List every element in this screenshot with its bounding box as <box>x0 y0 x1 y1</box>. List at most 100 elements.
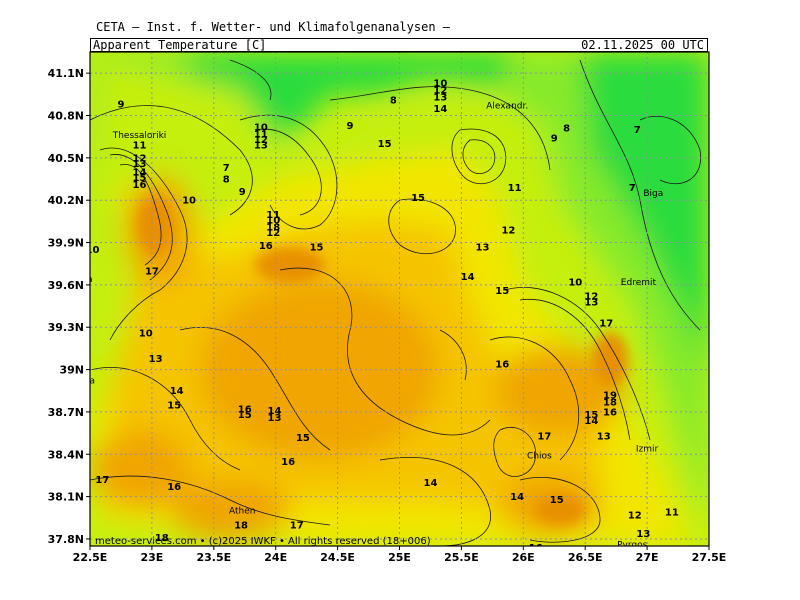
isotherm <box>329 86 551 171</box>
city-label: Lamia <box>68 377 95 387</box>
isotherm-label: 14 <box>423 478 437 489</box>
city-label: Thessaloriki <box>112 131 167 141</box>
isotherm-label: 12 <box>266 228 280 239</box>
lon-tick-label: 24E <box>264 551 287 564</box>
lat-tick-label: 38.1N <box>48 491 84 504</box>
isotherm-label: 10 <box>86 245 100 256</box>
isotherm-label: 10 <box>254 122 268 133</box>
isotherm-label: 14 <box>461 272 475 283</box>
isotherm-label: 7 <box>629 183 636 194</box>
lat-tick-label: 39N <box>59 364 84 377</box>
lat-tick-label: 40.2N <box>48 194 84 207</box>
isotherm-label: 18 <box>266 223 280 234</box>
city-label: Biga <box>643 189 663 199</box>
isotherm-label: 13 <box>268 413 282 424</box>
isotherm-label: 16 <box>281 457 295 468</box>
isotherm <box>239 114 338 230</box>
isotherm-label: 9 <box>551 134 558 145</box>
isotherm-label: 15 <box>238 410 252 421</box>
isotherm-label: 13 <box>133 159 147 170</box>
isotherm <box>229 59 272 101</box>
isotherm-label: 13 <box>597 431 611 442</box>
isotherm-label: 12 <box>433 86 447 97</box>
lon-tick-label: 23E <box>140 551 163 564</box>
isotherm-label: 15 <box>133 173 147 184</box>
isotherm <box>388 198 456 254</box>
isotherm-label: 13 <box>433 93 447 104</box>
map-field: Thessaloriki Alexandr. Biga Edremit Lamia Ath… <box>68 52 709 554</box>
isotherm <box>90 475 331 526</box>
lat-tick-label: 40.5N <box>48 152 84 165</box>
city-label: Chios <box>527 451 552 461</box>
lon-tick-label: 24.5E <box>320 551 355 564</box>
lat-tick-label: 40.8N <box>48 110 84 123</box>
isotherm <box>451 128 507 184</box>
isotherm-label: 19 <box>603 390 617 401</box>
isotherm-label: 9 <box>239 187 246 198</box>
isotherm-label: 8 <box>563 124 570 135</box>
lon-tick-label: 22.5E <box>73 551 108 564</box>
isotherm-label: 16 <box>495 359 509 370</box>
isotherm-label: 11 <box>665 508 679 519</box>
isotherm-label: 14 <box>433 104 447 115</box>
isotherm-label: 16 <box>167 482 181 493</box>
isotherm-label: 11 <box>508 183 522 194</box>
shade-orange-east <box>495 345 625 435</box>
isotherm-label: 16 <box>529 543 543 554</box>
variable-label: Apparent Temperature [C] <box>93 38 267 52</box>
lat-tick-label: 41.1N <box>48 67 84 80</box>
lat-tick-label: 39.6N <box>48 279 84 292</box>
isotherm-label: 16 <box>238 405 252 416</box>
isotherm <box>109 154 173 281</box>
isotherm <box>279 267 491 436</box>
lon-tick-label: 25E <box>388 551 411 564</box>
isotherm <box>254 128 322 216</box>
valid-time-label: 02.11.2025 00 UTC <box>581 38 704 52</box>
isotherm-label: 14 <box>268 406 282 417</box>
isotherm-label: 17 <box>95 475 109 486</box>
isotherm-label: 9 <box>117 100 124 111</box>
isotherm <box>439 329 467 381</box>
city-label: Pyrgos <box>617 540 648 550</box>
isotherm-label: 10 <box>433 79 447 90</box>
isotherm-label: 13 <box>475 242 489 253</box>
city-labels: Thessaloriki Alexandr. Biga Edremit Lamia Ath… <box>68 101 663 550</box>
isotherm-label: 15 <box>495 286 509 297</box>
isotherm-label: 10 <box>139 328 153 339</box>
isotherm <box>90 367 241 471</box>
isotherm-label: 12 <box>501 225 515 236</box>
isotherm-label: 15 <box>296 433 310 444</box>
isotherm-label: 14 <box>133 167 147 178</box>
lat-tick-label: 39.3N <box>48 321 84 334</box>
isotherm-label: 15 <box>550 495 564 506</box>
map-axes: 22.5E 23E 23.5E 24E 24.5E 25E 25.5E 26E 26.5E 27E… <box>48 67 727 564</box>
lat-tick-label: 38.4N <box>48 448 84 461</box>
lon-tick-label: 23.5E <box>196 551 231 564</box>
isotherm-label: 14 <box>510 492 524 503</box>
isotherm <box>519 298 631 441</box>
city-label: Athen <box>229 507 255 517</box>
isotherm-label: 13 <box>149 354 163 365</box>
isotherm-label: 12 <box>254 135 268 146</box>
isotherm-label: 13 <box>254 141 268 152</box>
isotherm-label: 7 <box>223 163 230 174</box>
isotherm-label: 17 <box>145 266 159 277</box>
isotherm-label: 17 <box>537 431 551 442</box>
isotherm-label: 14 <box>584 416 598 427</box>
lon-tick-label: 25.5E <box>444 551 479 564</box>
isotherm <box>519 477 601 543</box>
city-label: Izmir <box>636 444 659 454</box>
isotherm-label: 10 <box>182 196 196 207</box>
isotherm <box>639 115 702 185</box>
lon-tick-label: 27E <box>636 551 659 564</box>
isotherm-label: 17 <box>290 520 304 531</box>
isotherm-label: 8 <box>223 175 230 186</box>
city-label: issa <box>75 275 92 285</box>
isotherm <box>489 336 580 461</box>
isotherm-label: 14 <box>170 386 184 397</box>
isotherm-label: 16 <box>259 241 273 252</box>
shade-darkorange-core-3 <box>535 495 585 525</box>
isotherm-label: 13 <box>584 297 598 308</box>
